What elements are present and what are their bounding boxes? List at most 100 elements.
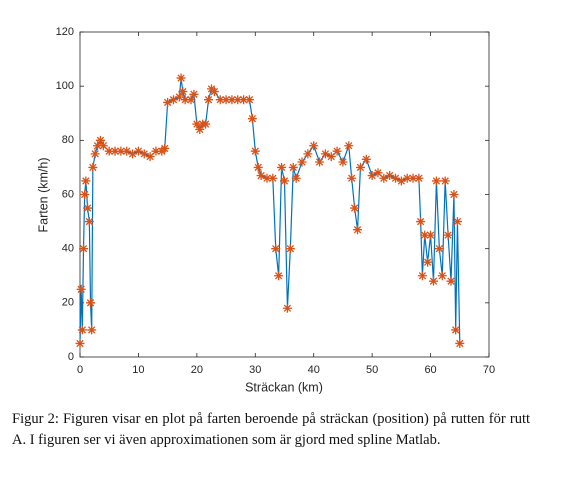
data-point	[297, 157, 307, 167]
data-point	[84, 217, 94, 227]
data-point	[446, 276, 456, 286]
data-point	[128, 149, 138, 159]
data-point	[280, 176, 289, 186]
data-point	[163, 97, 173, 107]
data-point	[416, 217, 426, 227]
data-point	[385, 171, 395, 181]
data-point	[253, 162, 263, 172]
x-tick-label: 30	[249, 364, 261, 376]
data-point	[434, 244, 444, 254]
y-tick-label: 0	[68, 351, 74, 363]
data-point	[209, 87, 219, 97]
data-point	[176, 73, 186, 83]
data-point	[178, 87, 188, 97]
data-point	[431, 176, 441, 186]
data-point	[262, 173, 272, 183]
figure-caption: Figur 2: Figuren visar en plot på farten…	[12, 411, 530, 448]
chart: Sträckan (km) Farten (km/h) 0 10 20 30 40 50 6…	[36, 26, 495, 394]
data-point	[116, 146, 126, 156]
data-point	[271, 244, 281, 254]
data-point	[81, 176, 91, 186]
data-point	[104, 146, 114, 156]
data-point	[417, 271, 427, 281]
data-point	[244, 95, 254, 105]
data-point	[250, 146, 260, 156]
data-point	[402, 173, 412, 183]
data-point	[221, 95, 231, 105]
data-point	[408, 173, 418, 183]
data-point	[285, 244, 295, 254]
data-point	[174, 92, 184, 102]
data-point	[86, 298, 96, 308]
data-point	[291, 173, 301, 183]
x-axis-label: Sträckan (km)	[245, 380, 323, 394]
data-point	[76, 284, 86, 294]
data-point	[75, 338, 85, 348]
data-point	[139, 149, 149, 159]
data-point	[443, 230, 453, 240]
data-point	[98, 141, 108, 151]
data-point	[95, 135, 105, 145]
data-point	[268, 173, 278, 183]
data-point	[420, 230, 430, 240]
data-point	[303, 149, 313, 159]
data-point	[449, 190, 459, 199]
data-point	[87, 325, 97, 335]
data-point	[77, 325, 87, 335]
data-point	[227, 95, 237, 105]
data-point	[315, 157, 325, 167]
data-point	[391, 173, 401, 183]
data-point	[440, 176, 450, 186]
y-tick-label: 60	[62, 188, 74, 200]
x-tick-label: 10	[132, 364, 144, 376]
x-tick-label: 70	[483, 364, 495, 376]
data-point	[80, 190, 90, 199]
y-tick-label: 120	[56, 26, 74, 38]
y-tick-label: 40	[62, 243, 74, 255]
data-point	[93, 141, 103, 151]
data-point	[247, 114, 257, 124]
data-point	[168, 95, 178, 105]
data-point	[353, 225, 363, 235]
data-point	[204, 95, 214, 105]
x-tick-label: 40	[308, 364, 320, 376]
y-tick-label: 80	[62, 134, 74, 146]
data-point	[338, 157, 348, 167]
data-point	[239, 95, 249, 105]
data-point	[195, 125, 205, 134]
y-axis-label: Farten (km/h)	[36, 157, 50, 232]
data-point	[350, 203, 360, 213]
data-point	[347, 173, 357, 183]
data-point	[451, 325, 461, 335]
data-point	[274, 271, 284, 281]
data-point	[396, 176, 406, 186]
y-tick-label: 20	[62, 297, 74, 309]
data-point	[437, 271, 447, 281]
y-tick-label: 100	[56, 80, 74, 92]
data-point	[361, 154, 371, 164]
data-point	[355, 162, 365, 172]
data-point	[90, 149, 100, 159]
data-point	[122, 146, 132, 156]
data-point	[379, 173, 389, 183]
data-point	[320, 149, 330, 159]
data-point	[151, 146, 161, 156]
data-point	[189, 89, 199, 99]
data-point	[110, 146, 120, 156]
data-point	[428, 276, 438, 286]
data-point	[215, 95, 225, 105]
data-point	[186, 95, 196, 105]
x-tick-label: 50	[366, 364, 378, 376]
data-point	[344, 141, 354, 151]
data-point	[373, 168, 383, 178]
data-point	[133, 146, 143, 156]
data-point	[192, 119, 202, 129]
data-point	[326, 152, 336, 162]
data-point	[309, 141, 319, 151]
x-tick-label: 0	[77, 364, 83, 376]
data-point	[288, 162, 298, 172]
data-point	[79, 244, 89, 254]
data-point	[367, 171, 377, 181]
data-point	[414, 173, 424, 183]
data-point	[83, 203, 93, 213]
